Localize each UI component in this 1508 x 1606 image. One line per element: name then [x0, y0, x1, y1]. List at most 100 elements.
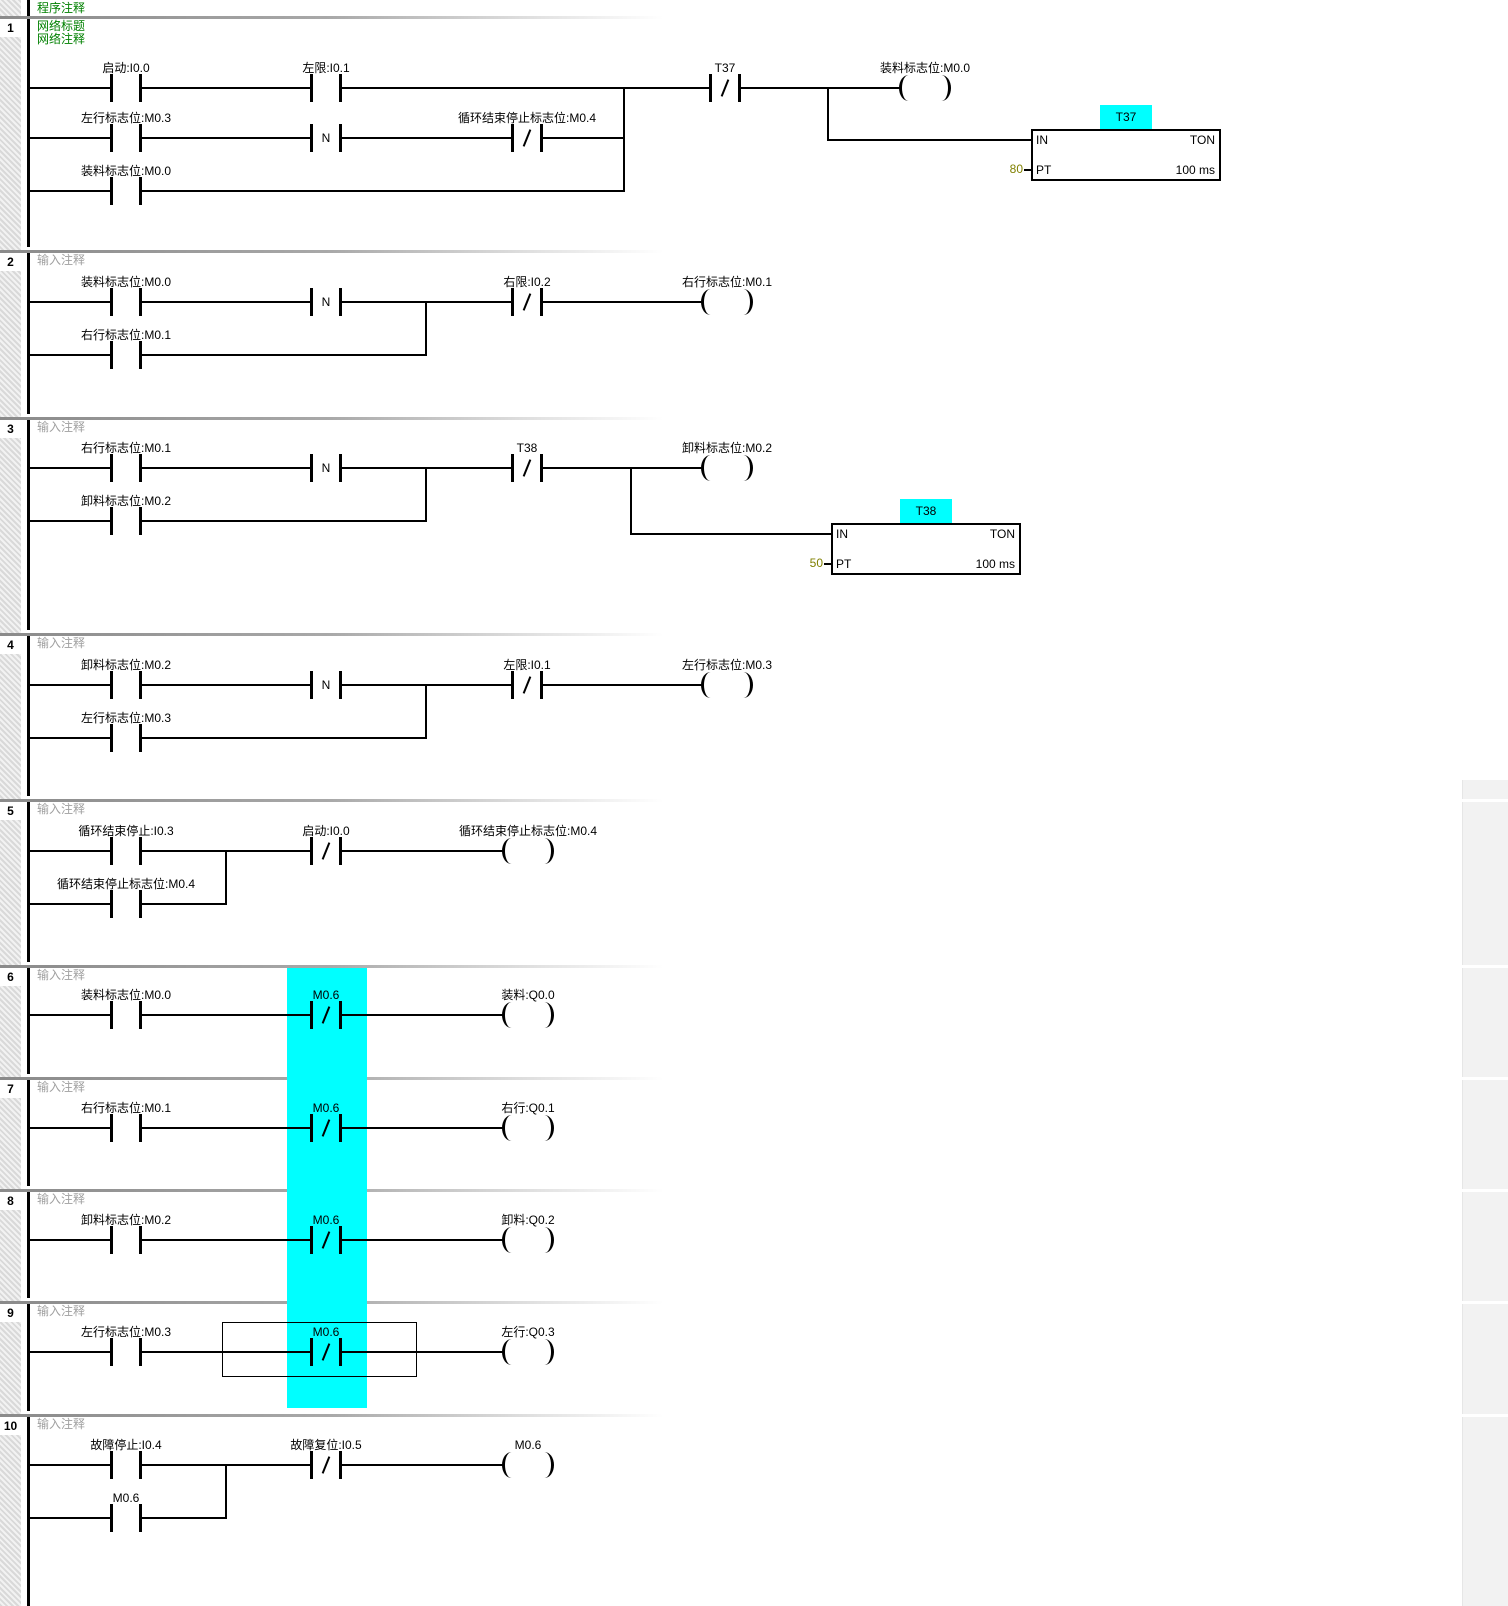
output-coil[interactable] [899, 75, 951, 101]
network-comment[interactable]: 输入注释 [37, 1304, 86, 1318]
network-number[interactable]: 10 [0, 1417, 21, 1435]
contact-normally-closed[interactable] [310, 1114, 342, 1142]
contact-normally-open[interactable] [110, 1114, 142, 1142]
contact-normally-closed[interactable] [511, 454, 543, 482]
timer-unit-label: 100 ms [975, 557, 1015, 571]
output-coil[interactable] [502, 1002, 554, 1028]
contact-bar [339, 1338, 342, 1366]
wire-horizontal [28, 1464, 505, 1466]
timer-in-label: IN [836, 527, 848, 541]
contact-normally-open[interactable] [110, 288, 142, 316]
contact-label: 循环结束停止:I0.3 [78, 824, 174, 838]
contact-bar [540, 454, 543, 482]
contact-normally-open[interactable] [110, 1226, 142, 1254]
program-comment[interactable]: 程序注释 [37, 1, 86, 15]
contact-bar [110, 890, 113, 918]
contact-normally-closed[interactable] [310, 1001, 342, 1029]
contact-label: 装料标志位:M0.0 [80, 275, 171, 289]
contact-normally-open[interactable] [110, 454, 142, 482]
power-rail [27, 1417, 30, 1606]
timer-box[interactable]: IN TON PT 100 ms [1031, 129, 1221, 181]
contact-normally-closed[interactable] [310, 1226, 342, 1254]
contact-normally-open[interactable] [110, 341, 142, 369]
wire-horizontal [630, 533, 831, 535]
network-comment[interactable]: 输入注释 [37, 1417, 86, 1431]
wire-vertical [425, 684, 427, 739]
network-comment[interactable]: 网络注释 [37, 32, 86, 46]
coil-arc-right [535, 1339, 554, 1365]
timer-name-field[interactable]: T37 [1100, 105, 1152, 129]
output-coil[interactable] [502, 1227, 554, 1253]
network-separator [0, 16, 1508, 19]
contact-normally-closed[interactable] [511, 671, 543, 699]
contact-negative-edge[interactable]: N [310, 454, 342, 482]
contact-bar [110, 454, 113, 482]
contact-bar [139, 341, 142, 369]
network-number[interactable]: 1 [0, 19, 21, 37]
contact-negative-edge[interactable]: N [310, 124, 342, 152]
contact-normally-open[interactable] [110, 1338, 142, 1366]
output-coil[interactable] [502, 1452, 554, 1478]
network-number[interactable]: 3 [0, 420, 21, 438]
network-number[interactable]: 5 [0, 802, 21, 820]
network-number[interactable]: 6 [0, 968, 21, 986]
output-coil[interactable] [502, 1115, 554, 1141]
contact-normally-closed[interactable] [310, 1451, 342, 1479]
contact-normally-open[interactable] [110, 1451, 142, 1479]
network-comment[interactable]: 输入注释 [37, 420, 86, 434]
output-coil[interactable] [701, 455, 753, 481]
timer-name-field[interactable]: T38 [900, 499, 952, 523]
contact-normally-open[interactable] [110, 177, 142, 205]
contact-normally-open[interactable] [110, 507, 142, 535]
network-comment[interactable]: 输入注释 [37, 968, 86, 982]
network-comment[interactable]: 输入注释 [37, 636, 86, 650]
wire-horizontal [827, 139, 1031, 141]
network-comment[interactable]: 网络标题 [37, 19, 86, 33]
contact-normally-closed[interactable] [310, 1338, 342, 1366]
output-coil[interactable] [502, 1339, 554, 1365]
output-coil[interactable] [502, 838, 554, 864]
contact-negative-edge[interactable]: N [310, 288, 342, 316]
network-comment[interactable]: 输入注释 [37, 1192, 86, 1206]
contact-negative-edge[interactable]: N [310, 671, 342, 699]
contact-normally-open[interactable] [110, 1504, 142, 1532]
contact-bar [339, 1226, 342, 1254]
negative-edge-letter: N [321, 131, 331, 145]
coil-label: 循环结束停止标志位:M0.4 [458, 824, 597, 838]
contact-normally-closed[interactable] [709, 74, 741, 102]
contact-normally-open[interactable] [110, 124, 142, 152]
contact-bar [110, 177, 113, 205]
output-coil[interactable] [701, 289, 753, 315]
network-number[interactable]: 4 [0, 636, 21, 654]
nc-slash-icon [321, 842, 331, 860]
nc-slash-icon [522, 459, 532, 477]
contact-label: 装料标志位:M0.0 [80, 164, 171, 178]
contact-normally-open[interactable] [110, 1001, 142, 1029]
contact-normally-closed[interactable] [511, 124, 543, 152]
coil-label: 左行:Q0.3 [501, 1325, 555, 1339]
wire-vertical [425, 301, 427, 356]
contact-normally-open[interactable] [110, 671, 142, 699]
timer-box[interactable]: IN TON PT 100 ms [831, 523, 1021, 575]
contact-normally-open[interactable] [110, 890, 142, 918]
contact-bar [339, 288, 342, 316]
network-comment[interactable]: 输入注释 [37, 1080, 86, 1094]
network-number[interactable]: 8 [0, 1192, 21, 1210]
network-number[interactable]: 2 [0, 253, 21, 271]
output-coil[interactable] [701, 672, 753, 698]
network-comment[interactable]: 输入注释 [37, 253, 86, 267]
contact-normally-open[interactable] [110, 724, 142, 752]
timer-unit-label: 100 ms [1175, 163, 1215, 177]
network-number[interactable]: 9 [0, 1304, 21, 1322]
contact-bar [110, 507, 113, 535]
contact-bar [310, 1451, 313, 1479]
wire-horizontal [28, 354, 427, 356]
network-number[interactable]: 7 [0, 1080, 21, 1098]
contact-normally-open[interactable] [110, 837, 142, 865]
network-comment[interactable]: 输入注释 [37, 802, 86, 816]
contact-normally-closed[interactable] [310, 837, 342, 865]
contact-normally-closed[interactable] [511, 288, 543, 316]
contact-normally-open[interactable] [110, 74, 142, 102]
contact-normally-open[interactable] [310, 74, 342, 102]
timer-type-label: TON [1189, 133, 1215, 147]
